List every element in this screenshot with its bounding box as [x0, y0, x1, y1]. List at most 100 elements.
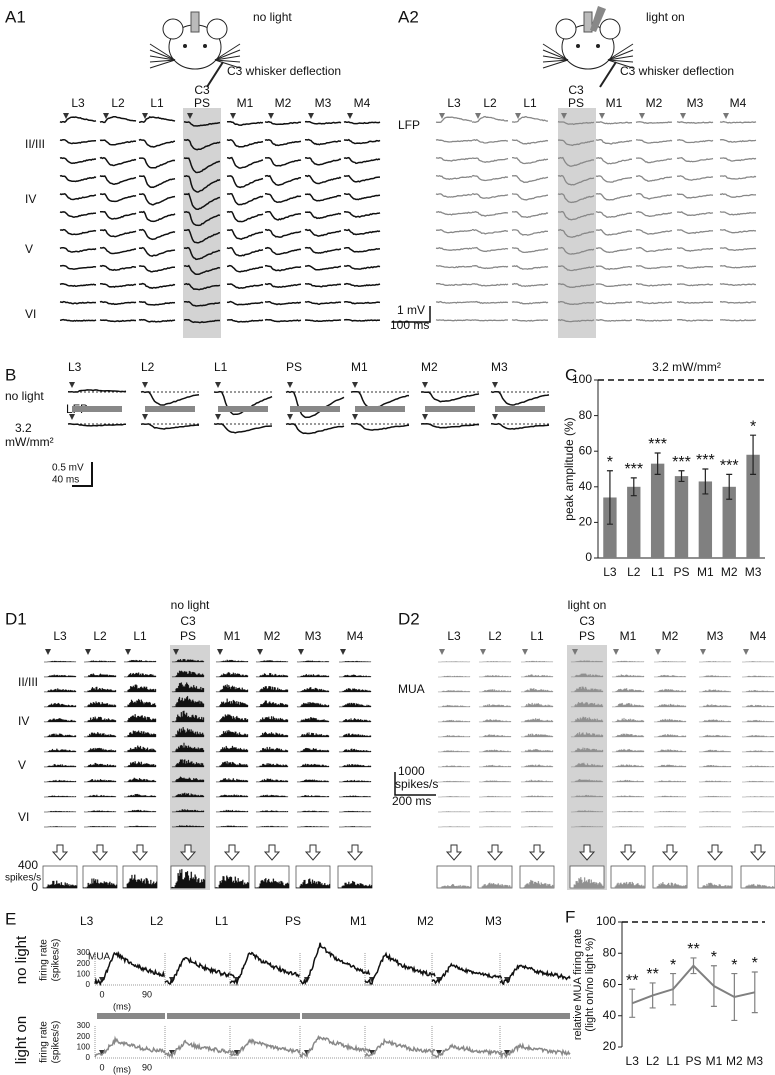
trace	[471, 157, 509, 163]
stimulus-marker	[492, 414, 498, 420]
arrow	[263, 844, 281, 861]
trace	[558, 156, 595, 167]
column-label: M3	[707, 629, 724, 643]
histogram	[171, 776, 205, 783]
histogram	[437, 719, 471, 723]
bar	[746, 454, 760, 558]
histogram	[84, 826, 117, 828]
panel-label: D2	[398, 609, 420, 628]
trace	[636, 319, 673, 322]
trace	[635, 265, 673, 270]
stimulus-marker	[173, 649, 179, 655]
histogram	[123, 659, 157, 663]
trace	[350, 422, 410, 431]
histogram	[215, 778, 249, 783]
trace	[226, 156, 264, 169]
trace	[138, 157, 176, 169]
trace	[183, 282, 221, 291]
histogram	[338, 702, 372, 708]
histogram	[570, 660, 604, 663]
trace	[595, 247, 633, 254]
trace	[138, 116, 176, 124]
trace	[226, 210, 264, 223]
arrow	[749, 844, 767, 861]
histogram	[297, 826, 330, 828]
significance: ***	[672, 454, 691, 471]
histogram	[122, 874, 158, 889]
whisker	[214, 55, 241, 61]
trace	[676, 121, 714, 124]
stimulus-marker	[480, 649, 486, 655]
trace	[226, 120, 264, 126]
light-bar	[425, 406, 475, 412]
trace	[719, 192, 757, 198]
trace	[719, 283, 757, 287]
histogram	[339, 660, 372, 663]
trace	[59, 228, 97, 236]
histogram	[569, 877, 605, 889]
histogram	[570, 762, 604, 768]
histogram	[171, 670, 205, 678]
column-label: PS	[285, 914, 301, 928]
trace	[635, 139, 673, 144]
trace	[557, 283, 595, 288]
trace	[557, 265, 595, 272]
histogram	[438, 675, 471, 678]
light-bar	[355, 406, 405, 412]
histogram	[478, 780, 512, 783]
histogram	[215, 714, 249, 723]
trace	[719, 211, 757, 216]
whisker	[607, 43, 634, 61]
arrow	[179, 844, 197, 861]
histogram	[123, 672, 157, 678]
trace	[304, 228, 342, 237]
trace	[511, 193, 549, 201]
trace	[99, 156, 137, 167]
whisker	[149, 43, 176, 61]
row-label: no light	[5, 389, 44, 403]
histogram	[699, 826, 732, 828]
x-tick-label: M1	[697, 565, 714, 579]
stimulus-marker	[347, 113, 353, 119]
trace	[343, 211, 381, 218]
stimulus-marker	[475, 113, 481, 119]
trace	[595, 265, 633, 271]
trace	[59, 116, 97, 124]
trace	[343, 228, 381, 236]
histogram	[43, 748, 77, 753]
trace	[435, 116, 472, 123]
histogram	[43, 702, 77, 708]
stimulus-marker	[142, 382, 148, 388]
column-label: L1	[214, 360, 228, 374]
trace	[99, 116, 137, 124]
condition-label: no light	[253, 10, 292, 24]
barrel-label: C3	[194, 83, 210, 97]
histogram	[296, 779, 330, 783]
trace	[264, 120, 302, 126]
histogram	[479, 661, 512, 663]
histogram	[170, 869, 206, 889]
column-label: M1	[237, 96, 254, 110]
trace	[265, 157, 302, 167]
barrel-label: C3	[568, 83, 584, 97]
histogram	[653, 674, 687, 678]
trace	[138, 282, 176, 290]
histogram	[42, 880, 78, 889]
histogram	[296, 702, 330, 708]
x-tick-label: M1	[706, 1054, 723, 1068]
trace	[636, 283, 673, 287]
trace	[558, 228, 595, 238]
trace	[226, 228, 263, 241]
histogram	[171, 825, 205, 828]
stimulus-marker	[298, 649, 304, 655]
histogram	[654, 795, 687, 798]
arrow	[346, 844, 364, 861]
stimulus-marker	[599, 113, 605, 119]
column-label: L3	[447, 629, 461, 643]
histogram	[570, 716, 604, 723]
y-tick-label: 400	[18, 858, 38, 872]
histogram	[520, 674, 554, 678]
histogram	[123, 730, 157, 738]
trace	[285, 390, 345, 419]
histogram	[570, 673, 604, 678]
